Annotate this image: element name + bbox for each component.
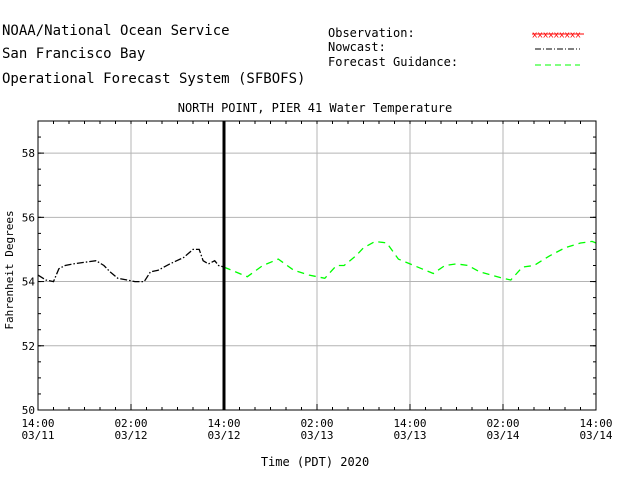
plot-frame xyxy=(37,120,597,411)
x-tick-label-date: 03/12 xyxy=(207,429,240,442)
legend-observation-label: Observation: xyxy=(328,26,415,40)
x-tick-label-time: 14:00 xyxy=(393,417,426,430)
y-tick-label: 56 xyxy=(22,211,35,224)
legend-observation-markers: xxxxxxxxx xyxy=(532,31,581,41)
x-tick-label-time: 02:00 xyxy=(486,417,519,430)
x-tick-label-date: 03/14 xyxy=(486,429,519,442)
y-tick-label: 54 xyxy=(22,276,36,289)
x-axis-label: Time (PDT) 2020 xyxy=(261,455,369,469)
x-tick-label-time: 02:00 xyxy=(114,417,147,430)
y-tick-label: 50 xyxy=(22,404,35,417)
x-tick-label-time: 14:00 xyxy=(207,417,240,430)
header-agency: NOAA/National Ocean Service xyxy=(2,23,230,39)
x-tick-label-time: 14:00 xyxy=(21,417,54,430)
x-tick-label-time: 14:00 xyxy=(579,417,612,430)
legend-forecast-label: Forecast Guidance: xyxy=(328,55,459,69)
x-tick-label-date: 03/11 xyxy=(21,429,54,442)
chart-title: NORTH POINT, PIER 41 Water Temperature xyxy=(178,101,453,115)
nowcast-line xyxy=(37,248,225,283)
x-tick-label-date: 03/13 xyxy=(393,429,426,442)
y-tick-label: 58 xyxy=(22,147,35,160)
legend-nowcast-label: Nowcast: xyxy=(328,40,386,54)
y-tick-label: 52 xyxy=(22,340,35,353)
header-region: San Francisco Bay xyxy=(2,46,146,62)
header-system: Operational Forecast System (SFBOFS) xyxy=(2,71,306,87)
x-tick-label-time: 02:00 xyxy=(300,417,333,430)
x-tick-label-date: 03/14 xyxy=(579,429,612,442)
x-tick-label-date: 03/12 xyxy=(114,429,147,442)
y-axis-label: Fahrenheit Degrees xyxy=(3,210,16,329)
x-tick-label-date: 03/13 xyxy=(300,429,333,442)
